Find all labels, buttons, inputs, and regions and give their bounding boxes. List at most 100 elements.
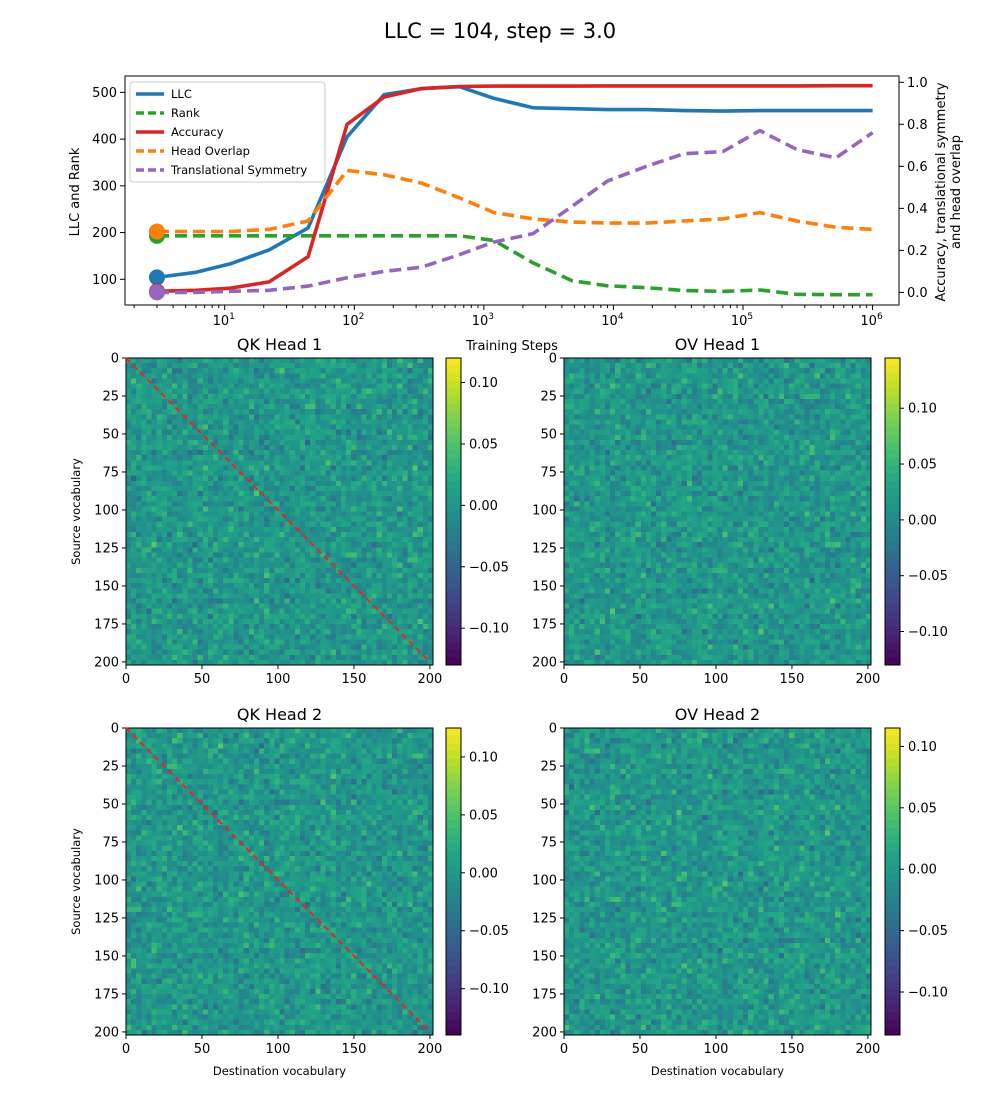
heatmap-cell — [671, 388, 678, 395]
heatmap-cell — [686, 444, 693, 451]
heatmap-cell — [233, 501, 240, 507]
heatmap-cell — [320, 644, 327, 651]
heatmap-cell — [727, 419, 734, 426]
heatmap-cell — [417, 552, 424, 559]
heatmap-cell — [824, 368, 831, 374]
heatmap-cell — [422, 363, 429, 369]
heatmap-cell — [233, 603, 240, 610]
heatmap-cell — [340, 434, 347, 441]
heatmap-cell — [274, 465, 281, 472]
heatmap-cell — [717, 388, 724, 395]
heatmap-cell — [402, 419, 409, 426]
heatmap-cell — [238, 552, 245, 559]
heatmap-cell — [376, 439, 383, 446]
heatmap-cell — [407, 465, 414, 472]
heatmap-cell — [202, 598, 209, 605]
heatmap-cell — [279, 542, 286, 548]
heatmap-cell — [172, 526, 178, 533]
heatmap-cell — [299, 526, 306, 533]
heatmap-cell — [599, 383, 606, 390]
heatmap-cell — [305, 634, 311, 641]
heatmap-cell — [233, 567, 240, 574]
heatmap-cell — [299, 501, 306, 507]
heatmap-cell — [412, 567, 419, 574]
heatmap-cell — [182, 618, 188, 625]
heatmap-cell — [381, 644, 388, 651]
heatmap-cell — [860, 450, 867, 456]
heatmap-cell — [671, 429, 678, 436]
heatmap-cell — [768, 393, 775, 400]
heatmap-cell — [223, 429, 229, 436]
heatmap-cell — [620, 434, 626, 441]
heatmap-cell — [371, 654, 378, 661]
heatmap-cell — [346, 455, 352, 461]
heatmap-cell — [361, 634, 368, 641]
heatmap-cell — [177, 358, 183, 364]
heatmap-cell — [197, 378, 204, 385]
heatmap-cell — [151, 465, 158, 472]
heatmap-cell — [289, 444, 296, 451]
heatmap-cell — [366, 649, 373, 656]
heatmap-cell — [564, 378, 570, 385]
heatmap-cell — [748, 398, 754, 405]
heatmap-cell — [228, 460, 235, 467]
series-line-accuracy — [156, 83, 873, 294]
heatmap-cell — [146, 572, 153, 579]
heatmap-cell — [289, 593, 296, 600]
heatmap-cell — [248, 398, 255, 405]
heatmap-cell — [269, 567, 275, 574]
heatmap-cell — [335, 485, 342, 492]
heatmap-cell — [172, 511, 178, 518]
heatmap-cell — [320, 613, 327, 620]
heatmap-cell — [264, 526, 270, 533]
heatmap-cell — [809, 388, 816, 395]
heatmap-cell — [269, 450, 275, 456]
heatmap-cell — [346, 368, 352, 374]
heatmap-cell — [799, 429, 806, 436]
heatmap-cell — [166, 465, 173, 472]
heatmap-cell — [253, 455, 260, 461]
heatmap-cell — [218, 373, 224, 380]
heatmap-cell — [172, 593, 178, 600]
heatmap-cell — [417, 542, 424, 548]
heatmap-cell — [340, 378, 347, 385]
heatmap-cell — [850, 393, 857, 400]
heatmap-cell — [294, 404, 301, 410]
heatmap-cell — [248, 383, 255, 390]
heatmap-cell — [228, 450, 235, 456]
heatmap-cell — [743, 414, 749, 420]
heatmap-cell — [223, 557, 229, 564]
heatmap-cell — [356, 480, 362, 487]
heatmap-cell — [233, 470, 240, 477]
heatmap-cell — [594, 439, 601, 446]
heatmap-cell — [294, 552, 301, 559]
heatmap-cell — [146, 649, 153, 656]
heatmap-cell — [305, 358, 311, 364]
heatmap-cell — [799, 450, 806, 456]
heatmap-cell — [356, 547, 362, 554]
heatmap-cell — [860, 424, 867, 431]
heatmap-cell — [722, 424, 729, 431]
heatmap-cell — [299, 419, 306, 426]
heatmap-cell — [192, 434, 199, 441]
heatmap-cell — [279, 613, 286, 620]
heatmap-cell — [376, 470, 383, 477]
heatmap-cell — [610, 388, 616, 395]
heatmap-cell — [161, 511, 168, 518]
heatmap-cell — [325, 439, 332, 446]
chart-ylabel-left: LLC and Rank — [68, 147, 83, 236]
heatmap-cell — [386, 388, 393, 395]
heatmap-cell — [315, 603, 322, 610]
heatmap-cell — [315, 506, 322, 513]
heatmap-cell — [325, 511, 332, 518]
heatmap-cell — [564, 450, 570, 456]
heatmap-cell — [835, 439, 841, 446]
heatmap-cell — [233, 593, 240, 600]
heatmap-cell — [207, 583, 214, 589]
heatmap-cell — [402, 659, 409, 666]
heatmap-cell — [640, 429, 647, 436]
heatmap-cell — [620, 419, 626, 426]
heatmap-cell — [315, 409, 322, 415]
heatmap-cell — [177, 460, 183, 467]
heatmap-cell — [151, 613, 158, 620]
